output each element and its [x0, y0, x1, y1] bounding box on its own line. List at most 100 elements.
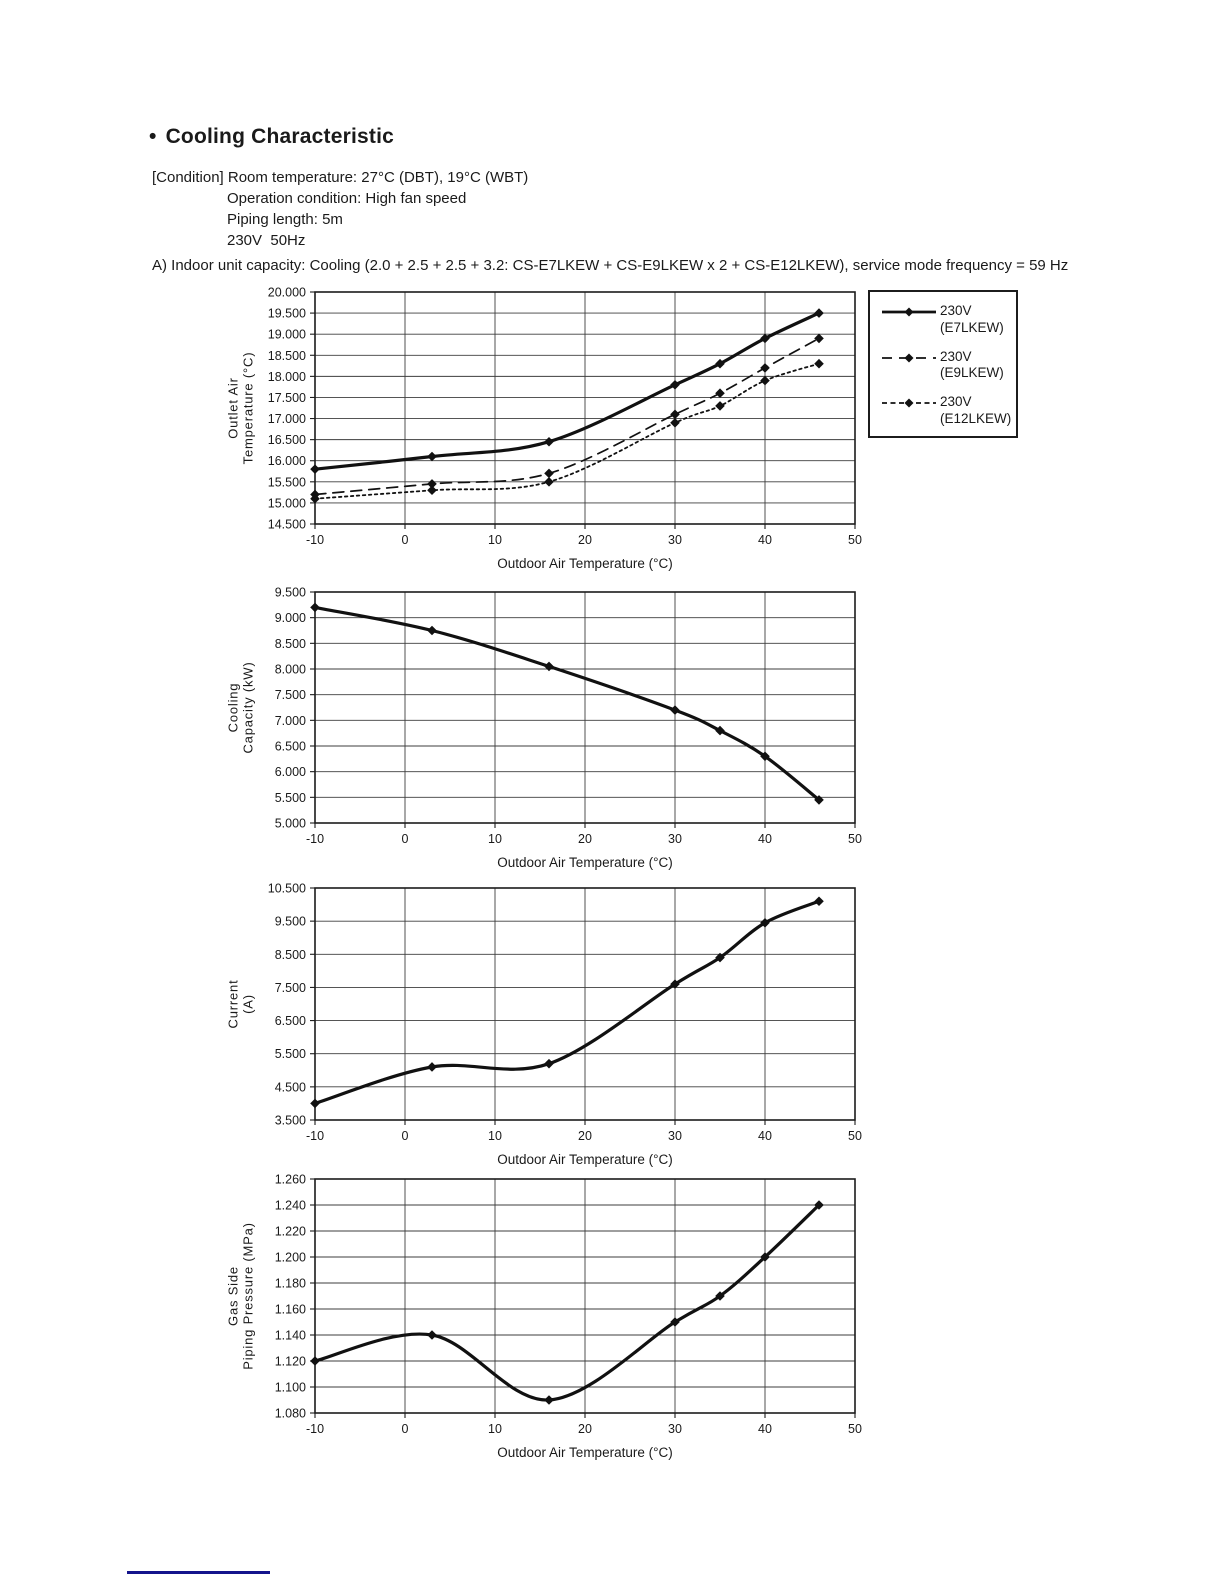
svg-text:19.500: 19.500 — [268, 307, 306, 321]
grid-lines — [314, 291, 856, 525]
svg-text:-10: -10 — [306, 1422, 324, 1436]
axis-tick-labels: 10.500 9.500 8.500 7.500 6.500 5.500 4.500 3.50… — [268, 882, 862, 1144]
series-line — [314, 362, 820, 500]
svg-text:-10: -10 — [306, 1129, 324, 1143]
x-axis-title: Outdoor Air Temperature (°C) — [497, 855, 672, 870]
legend-label-line: 230V — [940, 394, 972, 409]
grid-lines — [314, 591, 856, 824]
bullet-icon: • — [149, 125, 157, 148]
svg-text:30: 30 — [668, 1422, 682, 1436]
y-axis-title: Gas SidePiping Pressure (MPa) — [226, 1222, 256, 1370]
svg-text:1.100: 1.100 — [275, 1381, 306, 1395]
axis-tick-labels: 9.500 9.000 8.500 8.000 7.500 7.000 6.500 6.000… — [275, 586, 862, 847]
legend-entry: 230V (E12LKEW) — [881, 394, 1011, 427]
legend-label-line: 230V — [940, 303, 972, 318]
svg-text:1.120: 1.120 — [275, 1355, 306, 1369]
svg-text:20: 20 — [578, 1422, 592, 1436]
svg-text:40: 40 — [758, 533, 772, 547]
footer-rule — [127, 1571, 270, 1574]
svg-text:20: 20 — [578, 1129, 592, 1143]
legend-line-sample-dashed — [882, 353, 936, 362]
grid-lines — [314, 1178, 856, 1414]
svg-text:0: 0 — [402, 533, 409, 547]
svg-text:8.000: 8.000 — [275, 663, 306, 677]
legend-label: 230V (E7LKEW) — [940, 303, 1004, 336]
svg-text:3.500: 3.500 — [275, 1114, 306, 1128]
legend-label-line: (E12LKEW) — [940, 410, 1012, 426]
data-point-markers — [310, 308, 824, 474]
series-line — [313, 899, 821, 1105]
legend-label-line: 230V — [940, 348, 972, 364]
series-line — [313, 605, 821, 802]
svg-text:-10: -10 — [306, 832, 324, 846]
y-axis-title: Current(A) — [226, 980, 256, 1029]
svg-text:20: 20 — [578, 832, 592, 846]
svg-text:1.080: 1.080 — [275, 1407, 306, 1421]
svg-text:7.500: 7.500 — [275, 981, 306, 995]
svg-text:1.140: 1.140 — [275, 1329, 306, 1343]
svg-text:4.500: 4.500 — [275, 1080, 306, 1094]
svg-text:18.000: 18.000 — [268, 370, 306, 384]
x-axis-title: Outdoor Air Temperature (°C) — [497, 1152, 672, 1167]
condition-line: 230V 50Hz — [227, 232, 306, 249]
svg-text:9.000: 9.000 — [275, 611, 306, 625]
svg-text:30: 30 — [668, 533, 682, 547]
x-axis-title: Outdoor Air Temperature (°C) — [497, 1445, 672, 1460]
legend-entry: 230V (E7LKEW) — [881, 303, 1008, 336]
section-title: • Cooling Characteristic — [149, 125, 394, 149]
x-axis-title: Outdoor Air Temperature (°C) — [497, 556, 672, 571]
chart-outlet-air-temperature: 20.000 19.500 19.000 18.500 18.000 17.500 17.0… — [226, 286, 862, 572]
svg-text:50: 50 — [848, 1422, 862, 1436]
svg-text:1.180: 1.180 — [275, 1277, 306, 1291]
svg-text:16.000: 16.000 — [268, 454, 306, 468]
svg-text:15.500: 15.500 — [268, 475, 306, 489]
svg-text:10.500: 10.500 — [268, 882, 306, 896]
section-a-caption: A) Indoor unit capacity: Cooling (2.0 + … — [152, 257, 1069, 274]
svg-text:10: 10 — [488, 1129, 502, 1143]
svg-text:15.000: 15.000 — [268, 496, 306, 510]
y-axis-title: Outlet AirTemperature (°C) — [226, 352, 256, 465]
svg-text:20.000: 20.000 — [268, 286, 306, 300]
condition-line: [Condition] Room temperature: 27°C (DBT)… — [152, 169, 529, 186]
svg-text:16.500: 16.500 — [268, 433, 306, 447]
page-title: Cooling Characteristic — [165, 125, 395, 148]
svg-text:50: 50 — [848, 533, 862, 547]
condition-line: Operation condition: High fan speed — [227, 190, 467, 207]
legend-line-sample-solid — [882, 307, 936, 317]
svg-text:17.000: 17.000 — [268, 412, 306, 426]
grid-lines — [314, 887, 856, 1121]
chart-legend: 230V (E7LKEW) 230V (E9LKEW) 230V (E12LKE… — [868, 290, 1018, 438]
axis-ticks — [310, 1178, 856, 1418]
svg-text:6.500: 6.500 — [275, 1014, 306, 1028]
svg-text:7.500: 7.500 — [275, 688, 306, 702]
svg-text:1.200: 1.200 — [275, 1251, 306, 1265]
svg-text:6.500: 6.500 — [275, 740, 306, 754]
svg-text:18.500: 18.500 — [268, 349, 306, 363]
legend-label-line: (E9LKEW) — [940, 365, 1004, 380]
svg-text:1.240: 1.240 — [275, 1199, 306, 1213]
axis-tick-labels: 20.000 19.500 19.000 18.500 18.000 17.500 17.0… — [268, 286, 862, 548]
legend-entry: 230V (E9LKEW) — [881, 349, 1008, 382]
data-point-markers — [310, 602, 824, 805]
svg-text:5.500: 5.500 — [275, 1047, 306, 1061]
condition-block: [Condition] Room temperature: 27°C (DBT)… — [152, 167, 528, 251]
axis-tick-labels: 1.260 1.240 1.220 1.200 1.180 1.160 1.140 1.120… — [275, 1173, 862, 1437]
axis-ticks — [310, 887, 856, 1125]
data-point-markers — [310, 333, 824, 500]
svg-text:14.500: 14.500 — [268, 518, 306, 532]
svg-text:9.500: 9.500 — [275, 915, 306, 929]
svg-text:50: 50 — [848, 832, 862, 846]
svg-text:-10: -10 — [306, 533, 324, 547]
svg-text:10: 10 — [488, 1422, 502, 1436]
svg-text:8.500: 8.500 — [275, 948, 306, 962]
series-line — [313, 311, 821, 471]
axis-ticks — [310, 591, 856, 828]
legend-line-sample-dotted — [882, 398, 936, 408]
chart-current: 10.500 9.500 8.500 7.500 6.500 5.500 4.500 3.50… — [226, 882, 862, 1168]
legend-label: 230V (E12LKEW) — [940, 394, 1011, 427]
condition-line: Piping length: 5m — [227, 211, 343, 228]
svg-text:1.220: 1.220 — [275, 1225, 306, 1239]
svg-text:20: 20 — [578, 533, 592, 547]
svg-text:40: 40 — [758, 1129, 772, 1143]
